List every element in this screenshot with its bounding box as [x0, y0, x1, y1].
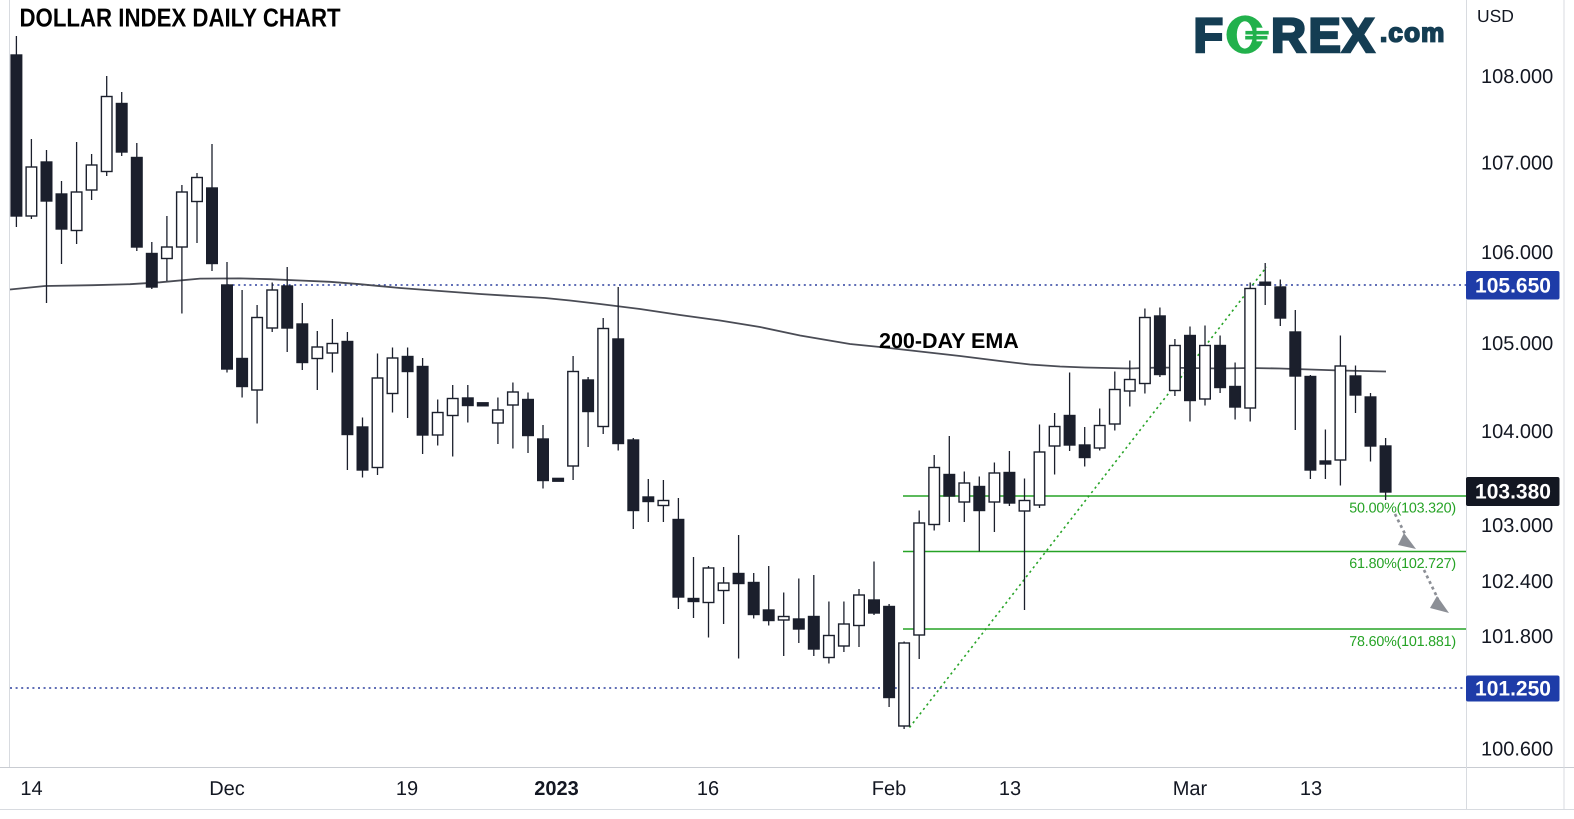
svg-text:19: 19 — [396, 778, 418, 800]
svg-text:102.400: 102.400 — [1481, 571, 1553, 593]
svg-text:E: E — [1309, 9, 1341, 63]
svg-text:13: 13 — [1300, 778, 1322, 800]
svg-text:Feb: Feb — [872, 778, 906, 800]
svg-text:78.60%(101.881): 78.60%(101.881) — [1349, 634, 1456, 650]
svg-text:.com: .com — [1380, 18, 1445, 48]
svg-text:107.000: 107.000 — [1481, 153, 1553, 175]
svg-text:13: 13 — [999, 778, 1021, 800]
svg-text:103.380: 103.380 — [1475, 481, 1551, 504]
svg-text:105.000: 105.000 — [1481, 333, 1553, 355]
svg-text:USD: USD — [1477, 6, 1514, 26]
svg-text:103.000: 103.000 — [1481, 515, 1553, 537]
svg-text:F: F — [1194, 9, 1224, 63]
svg-text:106.000: 106.000 — [1481, 242, 1553, 264]
svg-text:2023: 2023 — [534, 778, 579, 800]
svg-text:DOLLAR INDEX DAILY CHART: DOLLAR INDEX DAILY CHART — [20, 3, 341, 33]
svg-text:100.600: 100.600 — [1481, 739, 1553, 761]
svg-text:108.000: 108.000 — [1481, 66, 1553, 88]
svg-text:105.650: 105.650 — [1475, 274, 1551, 297]
svg-text:14: 14 — [20, 778, 42, 800]
svg-text:101.800: 101.800 — [1481, 626, 1553, 648]
svg-text:200-DAY EMA: 200-DAY EMA — [879, 329, 1019, 353]
svg-text:R: R — [1271, 9, 1306, 63]
svg-text:16: 16 — [697, 778, 719, 800]
svg-text:Mar: Mar — [1173, 778, 1208, 800]
svg-text:50.00%(103.320): 50.00%(103.320) — [1349, 501, 1456, 517]
svg-text:X: X — [1342, 9, 1374, 63]
svg-text:104.000: 104.000 — [1481, 421, 1553, 443]
svg-text:101.250: 101.250 — [1475, 678, 1551, 701]
svg-text:Dec: Dec — [209, 778, 245, 800]
svg-text:61.80%(102.727): 61.80%(102.727) — [1349, 556, 1456, 572]
